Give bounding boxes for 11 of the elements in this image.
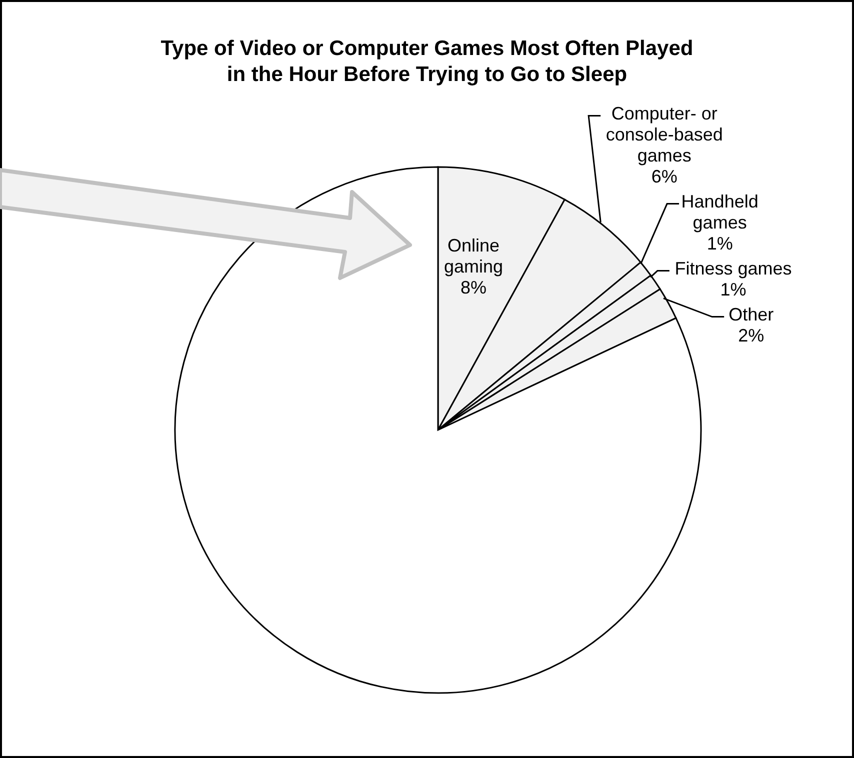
data-label: 6% bbox=[651, 166, 678, 186]
slice-label: Other bbox=[728, 304, 774, 324]
chart-title: Type of Video or Computer Games Most Often Played in the Hour Before Trying to Go to Sleep bbox=[160, 36, 694, 88]
slice-label: Computer- or console-based games bbox=[606, 103, 723, 166]
slice-label: Handheld games bbox=[681, 191, 758, 232]
data-label: 2% bbox=[738, 325, 764, 346]
slice-label: Online gaming bbox=[444, 236, 504, 277]
slice-label: Fitness games bbox=[674, 258, 792, 278]
data-label: 1% bbox=[720, 279, 746, 300]
data-label: 1% bbox=[706, 233, 733, 254]
data-label: 8% bbox=[460, 278, 487, 298]
